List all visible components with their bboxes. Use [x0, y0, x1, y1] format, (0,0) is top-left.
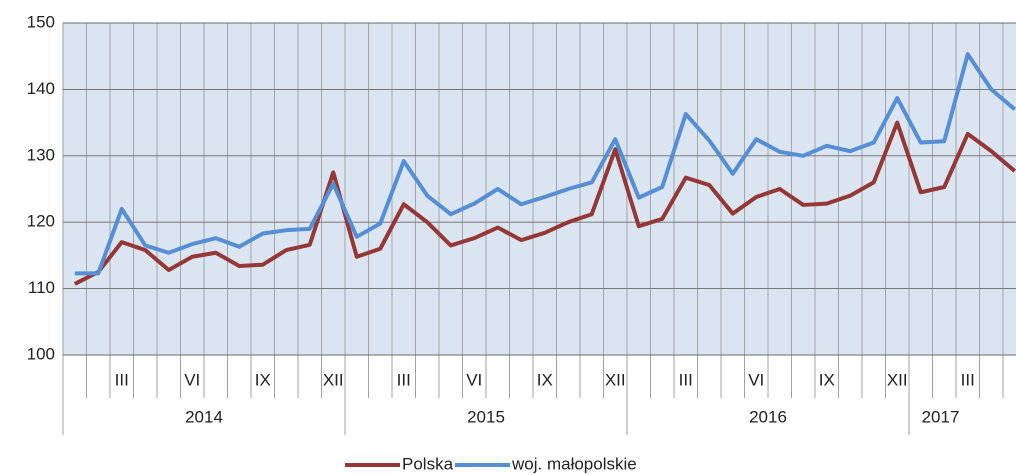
series-line [73, 120, 1016, 286]
legend-label: woj. małopolskie [511, 454, 637, 473]
x-tick-label: IX [255, 370, 271, 389]
year-label: 2015 [467, 407, 505, 426]
x-tick-label: XII [887, 370, 908, 389]
year-label: 2014 [185, 407, 223, 426]
x-tick-label: IX [819, 370, 835, 389]
x-tick-label: III [397, 370, 411, 389]
x-tick-label: VI [466, 370, 482, 389]
y-tick-label: 140 [27, 79, 55, 98]
y-tick-label: 110 [28, 278, 55, 297]
x-tick-label: XII [323, 370, 344, 389]
legend-label: Polska [402, 454, 454, 473]
plot-area [63, 23, 1016, 355]
series-line [74, 52, 1016, 276]
year-label: 2016 [749, 407, 787, 426]
y-tick-label: 150 [27, 12, 55, 31]
year-label: 2017 [922, 407, 960, 426]
y-tick-label: 120 [27, 212, 55, 231]
x-tick-label: VI [748, 370, 764, 389]
x-tick-label: VI [184, 370, 200, 389]
y-tick-label: 100 [27, 344, 55, 363]
x-tick-label: III [679, 370, 693, 389]
x-tick-label: III [961, 370, 975, 389]
x-tick-label: IX [537, 370, 553, 389]
x-tick-label: III [115, 370, 129, 389]
y-tick-label: 130 [27, 145, 55, 164]
x-tick-label: XII [605, 370, 626, 389]
